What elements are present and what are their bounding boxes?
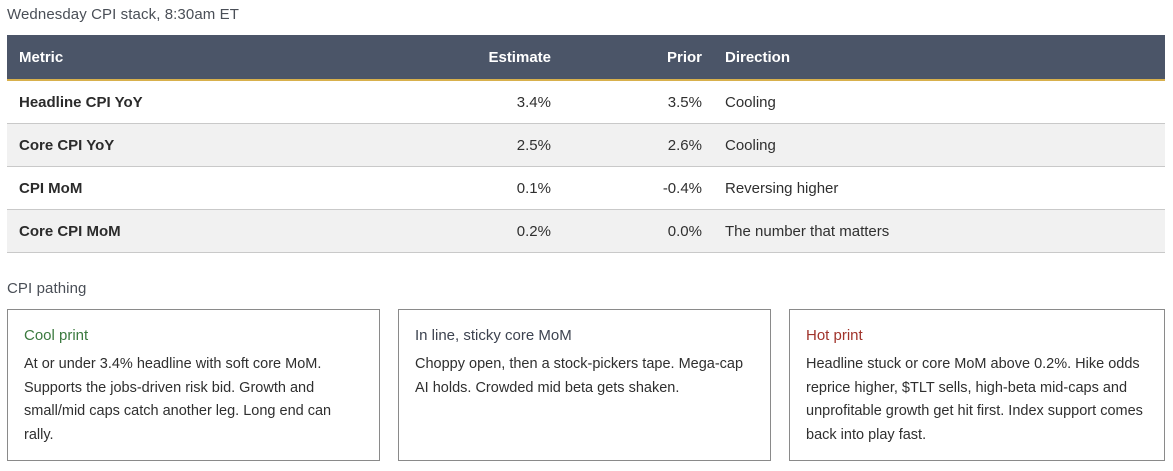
- cell-prior: 3.5%: [551, 80, 702, 124]
- card-body: Headline stuck or core MoM above 0.2%. H…: [806, 356, 1143, 443]
- column-header-metric: Metric: [7, 35, 379, 81]
- cell-prior: 2.6%: [551, 123, 702, 167]
- column-header-direction: Direction: [702, 35, 1165, 81]
- column-header-prior: Prior: [551, 35, 702, 81]
- table-row: Core CPI YoY 2.5% 2.6% Cooling: [7, 123, 1165, 167]
- cell-estimate: 2.5%: [379, 123, 551, 167]
- cell-direction: Reversing higher: [702, 166, 1165, 210]
- cell-estimate: 3.4%: [379, 80, 551, 124]
- card-title: Cool print: [24, 327, 89, 344]
- card-title: In line, sticky core MoM: [415, 327, 572, 344]
- card-body: At or under 3.4% headline with soft core…: [24, 356, 332, 443]
- cell-prior: -0.4%: [551, 166, 702, 210]
- card-title: Hot print: [806, 327, 863, 344]
- column-header-estimate: Estimate: [379, 35, 551, 81]
- card-hot-print: Hot print Headline stuck or core MoM abo…: [789, 309, 1165, 461]
- cell-metric: CPI MoM: [7, 166, 379, 210]
- card-in-line: In line, sticky core MoM Choppy open, th…: [398, 309, 771, 461]
- card-cool-print: Cool print At or under 3.4% headline wit…: [7, 309, 380, 461]
- table-row: CPI MoM 0.1% -0.4% Reversing higher: [7, 166, 1165, 210]
- cpi-stack-table-wrap: Metric Estimate Prior Direction Headline…: [7, 35, 1165, 253]
- cell-metric: Core CPI YoY: [7, 123, 379, 167]
- cell-prior: 0.0%: [551, 209, 702, 253]
- cell-metric: Core CPI MoM: [7, 209, 379, 253]
- table-row: Headline CPI YoY 3.4% 3.5% Cooling: [7, 80, 1165, 124]
- cpi-pathing-title: CPI pathing: [7, 280, 87, 297]
- cell-estimate: 0.1%: [379, 166, 551, 210]
- cpi-stack-title: Wednesday CPI stack, 8:30am ET: [7, 6, 239, 23]
- card-body: Choppy open, then a stock-pickers tape. …: [415, 356, 744, 396]
- cell-estimate: 0.2%: [379, 209, 551, 253]
- cell-direction: The number that matters: [702, 209, 1165, 253]
- cell-direction: Cooling: [702, 123, 1165, 167]
- pathing-cards: Cool print At or under 3.4% headline wit…: [7, 309, 1165, 463]
- table-row: Core CPI MoM 0.2% 0.0% The number that m…: [7, 209, 1165, 253]
- table-header-row: Metric Estimate Prior Direction: [7, 35, 1165, 81]
- cell-direction: Cooling: [702, 80, 1165, 124]
- cell-metric: Headline CPI YoY: [7, 80, 379, 124]
- cpi-stack-table: Metric Estimate Prior Direction Headline…: [7, 35, 1165, 253]
